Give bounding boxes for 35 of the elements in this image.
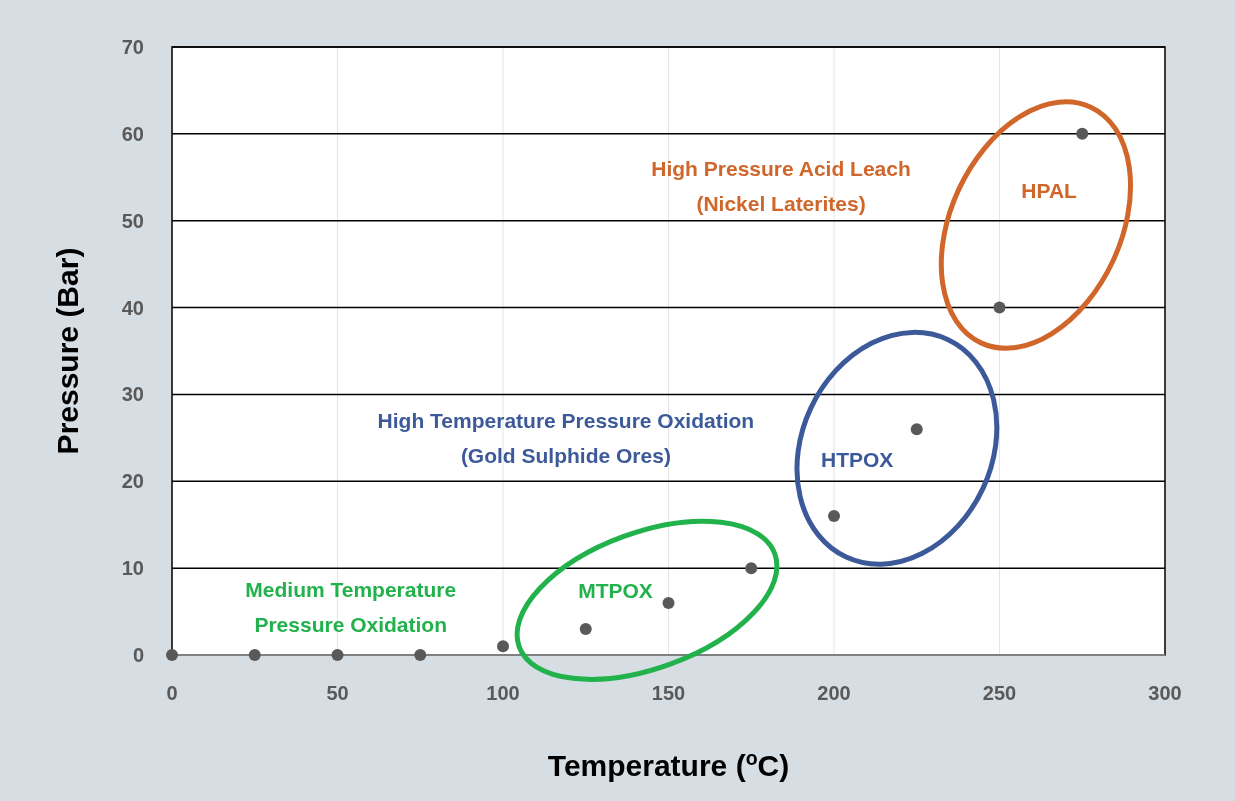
point: [1076, 127, 1089, 140]
point: [993, 301, 1006, 314]
x-tick-label: 100: [486, 682, 520, 704]
point: [828, 510, 840, 523]
annotation: MTPOX: [578, 579, 653, 603]
point: [745, 562, 758, 575]
point: [579, 622, 592, 635]
x-tick-label: 250: [982, 682, 1017, 704]
x-axis-title: Temperature ($^{o}$C): [547, 747, 790, 782]
x-tick-label: 50: [326, 682, 349, 704]
x-tick-label: 0: [166, 682, 178, 704]
y-tick-label: 70: [121, 36, 144, 58]
point: [497, 640, 509, 653]
y-axis-title: Pressure (Bar): [51, 247, 84, 455]
y-tick-label: 50: [121, 209, 144, 232]
point: [662, 596, 675, 609]
point: [248, 649, 261, 661]
y-tick-label: 60: [121, 122, 144, 145]
annotation: Medium Temperature Pressure Oxidation: [245, 578, 457, 637]
annotation: HTPOX: [821, 447, 894, 471]
point: [166, 649, 178, 661]
y-tick-label: 0: [132, 644, 144, 666]
annotation: HPAL: [1021, 178, 1078, 202]
y-tick-label: 40: [121, 296, 144, 319]
x-tick-label: 200: [817, 682, 851, 704]
point: [414, 649, 427, 661]
y-tick-label: 20: [121, 470, 144, 493]
point: [331, 649, 344, 661]
y-tick-label: 30: [121, 383, 144, 406]
annotation: High Pressure Acid Leach (Nickel Laterites): [651, 156, 911, 215]
x-tick-label: 300: [1148, 682, 1182, 704]
point: [910, 423, 923, 436]
annotation: High Temperature Pressure Oxidation (Gold Sulphide Ores): [377, 408, 755, 467]
y-tick-label: 10: [121, 557, 144, 580]
x-tick-label: 150: [651, 682, 686, 704]
